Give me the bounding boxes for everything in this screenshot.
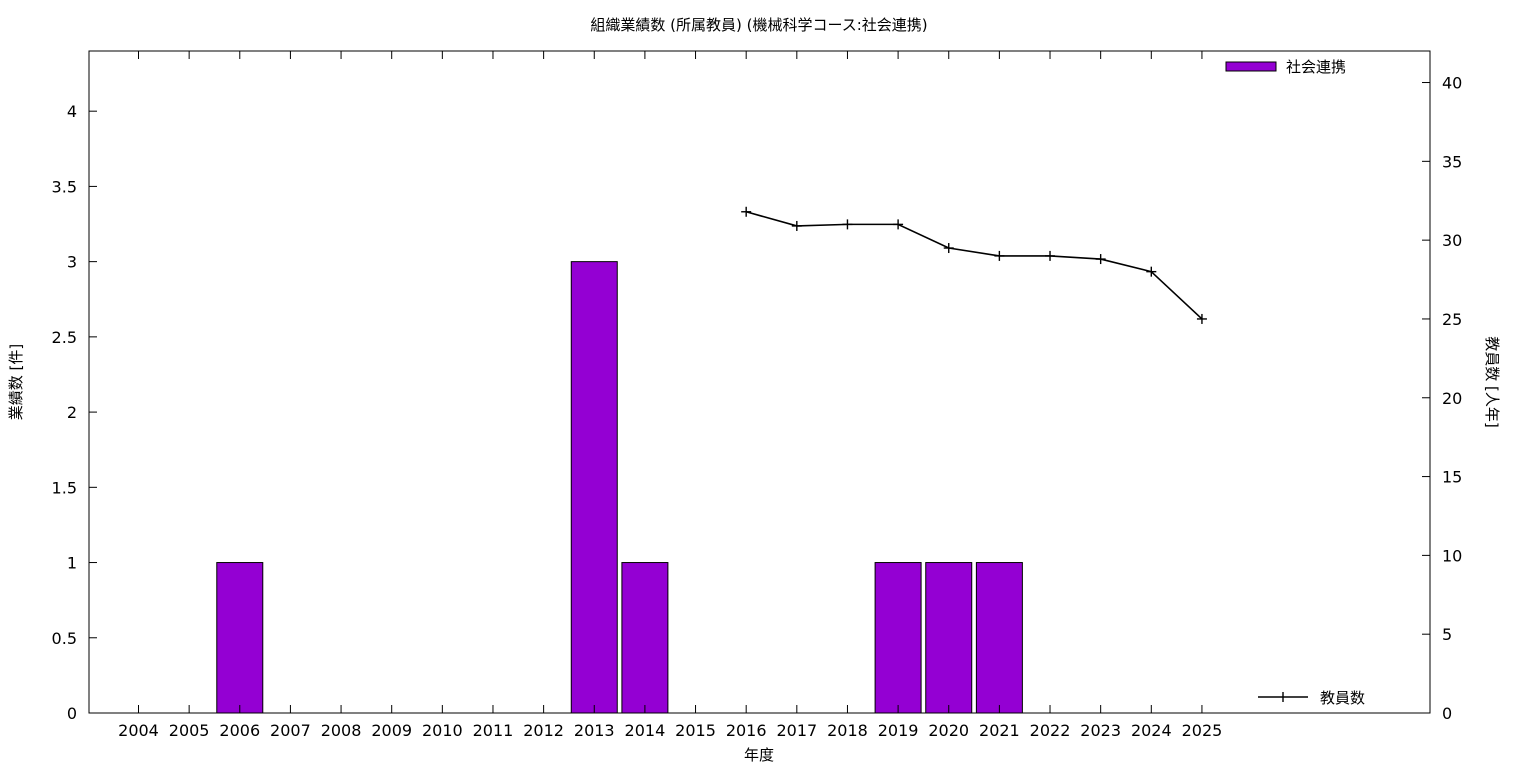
y-left-tick-label: 3.5 bbox=[52, 177, 77, 196]
line-series bbox=[741, 206, 1207, 324]
y-right-tick-label: 15 bbox=[1442, 468, 1462, 487]
x-tick-label: 2019 bbox=[878, 721, 919, 740]
y-right-tick-label: 30 bbox=[1442, 231, 1462, 250]
x-tick-label: 2014 bbox=[625, 721, 666, 740]
legend-bar-swatch bbox=[1225, 61, 1277, 72]
bar bbox=[975, 562, 1023, 714]
x-tick-label: 2013 bbox=[574, 721, 615, 740]
x-tick-label: 2023 bbox=[1080, 721, 1121, 740]
y-axis-right-label: 教員数 [人年] bbox=[1483, 336, 1501, 427]
x-tick-label: 2015 bbox=[675, 721, 716, 740]
y-left-tick-label: 0.5 bbox=[52, 629, 77, 648]
legend-bar-label: 社会連携 bbox=[1286, 58, 1346, 76]
legend-bar: 社会連携 bbox=[1225, 58, 1346, 76]
bar bbox=[925, 562, 973, 714]
x-tick-label: 2018 bbox=[827, 721, 868, 740]
x-tick-label: 2005 bbox=[169, 721, 210, 740]
y-left-tick-label: 2.5 bbox=[52, 328, 77, 347]
x-axis: 2004 2005 2006 2007 2008 2009 2010 2011 2012 2013… bbox=[118, 51, 1222, 740]
x-tick-label: 2016 bbox=[726, 721, 767, 740]
y-right-tick-label: 35 bbox=[1442, 152, 1462, 171]
y-left-tick-label: 1 bbox=[67, 554, 77, 573]
y-left-tick-label: 2 bbox=[67, 403, 77, 422]
bar bbox=[621, 562, 669, 714]
x-tick-label: 2009 bbox=[371, 721, 412, 740]
series-line bbox=[745, 211, 1203, 320]
y-right-tick-label: 25 bbox=[1442, 310, 1462, 329]
x-tick-label: 2012 bbox=[523, 721, 564, 740]
bar bbox=[874, 562, 922, 714]
y-axis-left: 0 0.5 1 1.5 2 2.5 3 3.5 4 bbox=[52, 102, 97, 723]
x-tick-label: 2004 bbox=[118, 721, 159, 740]
x-tick-label: 2008 bbox=[321, 721, 362, 740]
chart-title: 組織業績数 (所属教員) (機械科学コース:社会連携) bbox=[590, 16, 927, 34]
x-tick-label: 2020 bbox=[928, 721, 969, 740]
y-left-tick-label: 1.5 bbox=[52, 478, 77, 497]
y-left-tick-label: 0 bbox=[67, 704, 77, 723]
y-axis-left-label: 業績数 [件] bbox=[7, 344, 25, 420]
bar bbox=[570, 261, 618, 714]
y-right-tick-label: 5 bbox=[1442, 625, 1452, 644]
x-tick-label: 2017 bbox=[776, 721, 817, 740]
plot-frame bbox=[88, 50, 1431, 714]
x-tick-label: 2021 bbox=[979, 721, 1020, 740]
x-tick-label: 2006 bbox=[219, 721, 260, 740]
bar-series bbox=[216, 261, 1023, 714]
x-tick-label: 2024 bbox=[1131, 721, 1172, 740]
x-tick-label: 2007 bbox=[270, 721, 311, 740]
legend-line-label: 教員数 bbox=[1320, 689, 1365, 707]
y-left-tick-label: 3 bbox=[67, 253, 77, 272]
x-tick-label: 2011 bbox=[473, 721, 514, 740]
x-tick-label: 2025 bbox=[1182, 721, 1223, 740]
y-right-tick-label: 20 bbox=[1442, 389, 1462, 408]
y-right-tick-label: 0 bbox=[1442, 704, 1452, 723]
x-tick-label: 2022 bbox=[1030, 721, 1071, 740]
y-right-tick-label: 10 bbox=[1442, 546, 1462, 565]
y-axis-right: 0 5 10 15 20 25 30 35 40 bbox=[1422, 74, 1462, 723]
legend-line: 教員数 bbox=[1258, 689, 1365, 707]
bar bbox=[216, 562, 264, 714]
x-axis-label: 年度 bbox=[744, 746, 774, 764]
y-left-tick-label: 4 bbox=[67, 102, 77, 121]
y-right-tick-label: 40 bbox=[1442, 74, 1462, 93]
x-tick-label: 2010 bbox=[422, 721, 463, 740]
